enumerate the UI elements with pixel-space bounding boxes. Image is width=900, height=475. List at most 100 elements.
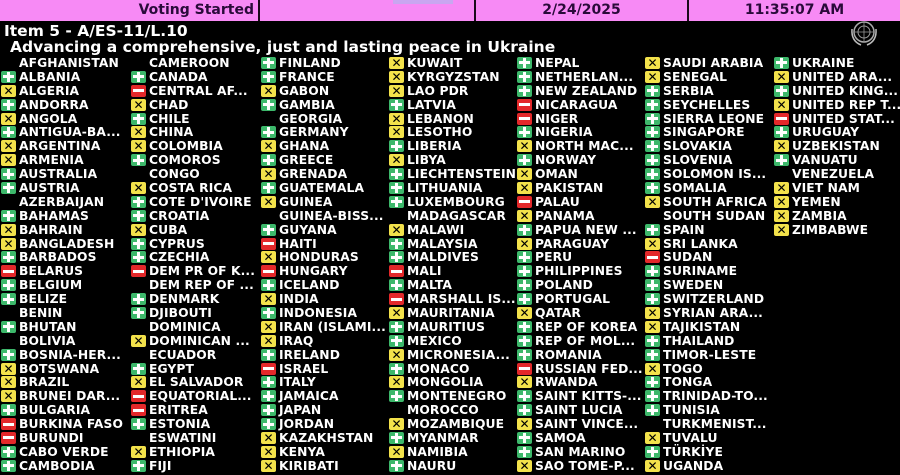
country-name: GUYANA xyxy=(279,222,337,237)
yes-plus-icon xyxy=(1,279,16,292)
country-name: SAINT VINCE... xyxy=(535,417,639,432)
country-name: ZIMBABWE xyxy=(792,222,869,237)
yes-plus-icon xyxy=(517,445,532,458)
abstain-x-icon: ✕ xyxy=(645,306,660,319)
country-row: ✕ RWANDA xyxy=(517,375,645,389)
country-row: SAN MARINO xyxy=(517,445,645,459)
country-row: NIGER xyxy=(517,112,645,126)
country-row: UNITED KING... xyxy=(774,84,900,98)
yes-plus-icon xyxy=(517,404,532,417)
yes-plus-icon xyxy=(261,376,276,389)
country-row: CENTRAL AF... xyxy=(131,84,259,98)
yes-plus-icon xyxy=(261,70,276,83)
country-name: ANTIGUA-BA... xyxy=(19,125,121,140)
yes-plus-icon xyxy=(645,168,660,181)
country-row: PALAU xyxy=(517,195,645,209)
country-name: GRENADA xyxy=(279,167,348,182)
country-row: VENEZUELA xyxy=(774,167,900,181)
country-row: ISRAEL xyxy=(261,362,389,376)
country-name: NORWAY xyxy=(535,153,597,168)
country-name: SEYCHELLES xyxy=(663,97,751,112)
country-row: ✕ YEMEN xyxy=(774,195,900,209)
country-row: SOMALIA xyxy=(645,181,773,195)
abstain-x-icon: ✕ xyxy=(645,431,660,444)
abstain-x-icon: ✕ xyxy=(261,84,276,97)
country-name: IRELAND xyxy=(279,347,340,362)
country-row: TONGA xyxy=(645,375,773,389)
abstain-x-icon: ✕ xyxy=(517,140,532,153)
country-row: SWITZERLAND xyxy=(645,292,773,306)
country-row: CROATIA xyxy=(131,209,259,223)
country-row: ✕ DOMINICAN ... xyxy=(131,334,259,348)
country-row: CZECHIA xyxy=(131,250,259,264)
country-name: SPAIN xyxy=(663,222,705,237)
not-voted-blank-icon xyxy=(645,210,660,222)
country-name: DEM REP OF ... xyxy=(149,278,254,293)
country-row: ✕ CHAD xyxy=(131,98,259,112)
country-row: HAITI xyxy=(261,237,389,251)
country-name: BAHAMAS xyxy=(19,208,90,223)
country-row: GERMANY xyxy=(261,125,389,139)
abstain-x-icon: ✕ xyxy=(774,195,789,208)
country-row: ✕ SAUDI ARABIA xyxy=(645,56,773,70)
country-row: NIGERIA xyxy=(517,125,645,139)
country-name: LIBYA xyxy=(407,153,446,168)
country-row: ✕ COLOMBIA xyxy=(131,139,259,153)
country-row: MEXICO xyxy=(389,334,517,348)
country-name: BELARUS xyxy=(19,264,84,279)
country-row: POLAND xyxy=(517,278,645,292)
yes-plus-icon xyxy=(645,126,660,139)
abstain-x-icon: ✕ xyxy=(131,126,146,139)
country-row: SOUTH SUDAN xyxy=(645,209,773,223)
country-row: TRINIDAD-TO... xyxy=(645,389,773,403)
yes-plus-icon xyxy=(517,84,532,97)
country-row: MONACO xyxy=(389,362,517,376)
country-row: ESTONIA xyxy=(131,417,259,431)
country-row: ✕ GRENADA xyxy=(261,167,389,181)
abstain-x-icon: ✕ xyxy=(1,376,16,389)
not-voted-blank-icon xyxy=(131,57,146,69)
country-row: UKRAINE xyxy=(774,56,900,70)
abstain-x-icon: ✕ xyxy=(261,251,276,264)
country-row: ✕ TUVALU xyxy=(645,431,773,445)
yes-plus-icon xyxy=(1,459,16,472)
country-row: MADAGASCAR xyxy=(389,209,517,223)
country-row: ✕ NORTH MAC... xyxy=(517,139,645,153)
no-minus-icon xyxy=(1,431,16,444)
country-name: TRINIDAD-TO... xyxy=(663,389,768,404)
country-row: ✕ IRAQ xyxy=(261,334,389,348)
country-name: TÜRKİYE xyxy=(663,444,723,459)
yes-plus-icon xyxy=(1,251,16,264)
country-row: ✕ ARMENIA xyxy=(1,153,129,167)
not-voted-blank-icon xyxy=(131,168,146,180)
country-name: EL SALVADOR xyxy=(149,375,244,390)
country-name: CONGO xyxy=(149,167,200,182)
yes-plus-icon xyxy=(131,293,146,306)
yes-plus-icon xyxy=(131,362,146,375)
country-name: SUDAN xyxy=(663,250,713,265)
country-row: ✕ ETHIOPIA xyxy=(131,445,259,459)
country-name: DEM PR OF K... xyxy=(149,264,255,279)
country-row: ✕ PAKISTAN xyxy=(517,181,645,195)
country-row: ✕ VIET NAM xyxy=(774,181,900,195)
country-row: SPAIN xyxy=(645,223,773,237)
abstain-x-icon: ✕ xyxy=(517,237,532,250)
country-name: COSTA RICA xyxy=(149,180,233,195)
country-row: PERU xyxy=(517,250,645,264)
country-row: GUINEA-BISS... xyxy=(261,209,389,223)
yes-plus-icon xyxy=(389,390,404,403)
country-name: ALBANIA xyxy=(19,69,81,84)
country-row: TUNISIA xyxy=(645,403,773,417)
country-row: HUNGARY xyxy=(261,264,389,278)
country-name: ARMENIA xyxy=(19,153,84,168)
country-name: INDONESIA xyxy=(279,305,358,320)
country-row: ✕ KENYA xyxy=(261,445,389,459)
country-name: UGANDA xyxy=(663,458,724,473)
country-row: GUYANA xyxy=(261,223,389,237)
country-row: AZERBAIJAN xyxy=(1,195,129,209)
country-row: FIJI xyxy=(131,459,259,473)
country-name: CENTRAL AF... xyxy=(149,83,248,98)
country-name: PAKISTAN xyxy=(535,180,604,195)
country-name: SURINAME xyxy=(663,264,738,279)
country-name: KIRIBATI xyxy=(279,458,339,473)
